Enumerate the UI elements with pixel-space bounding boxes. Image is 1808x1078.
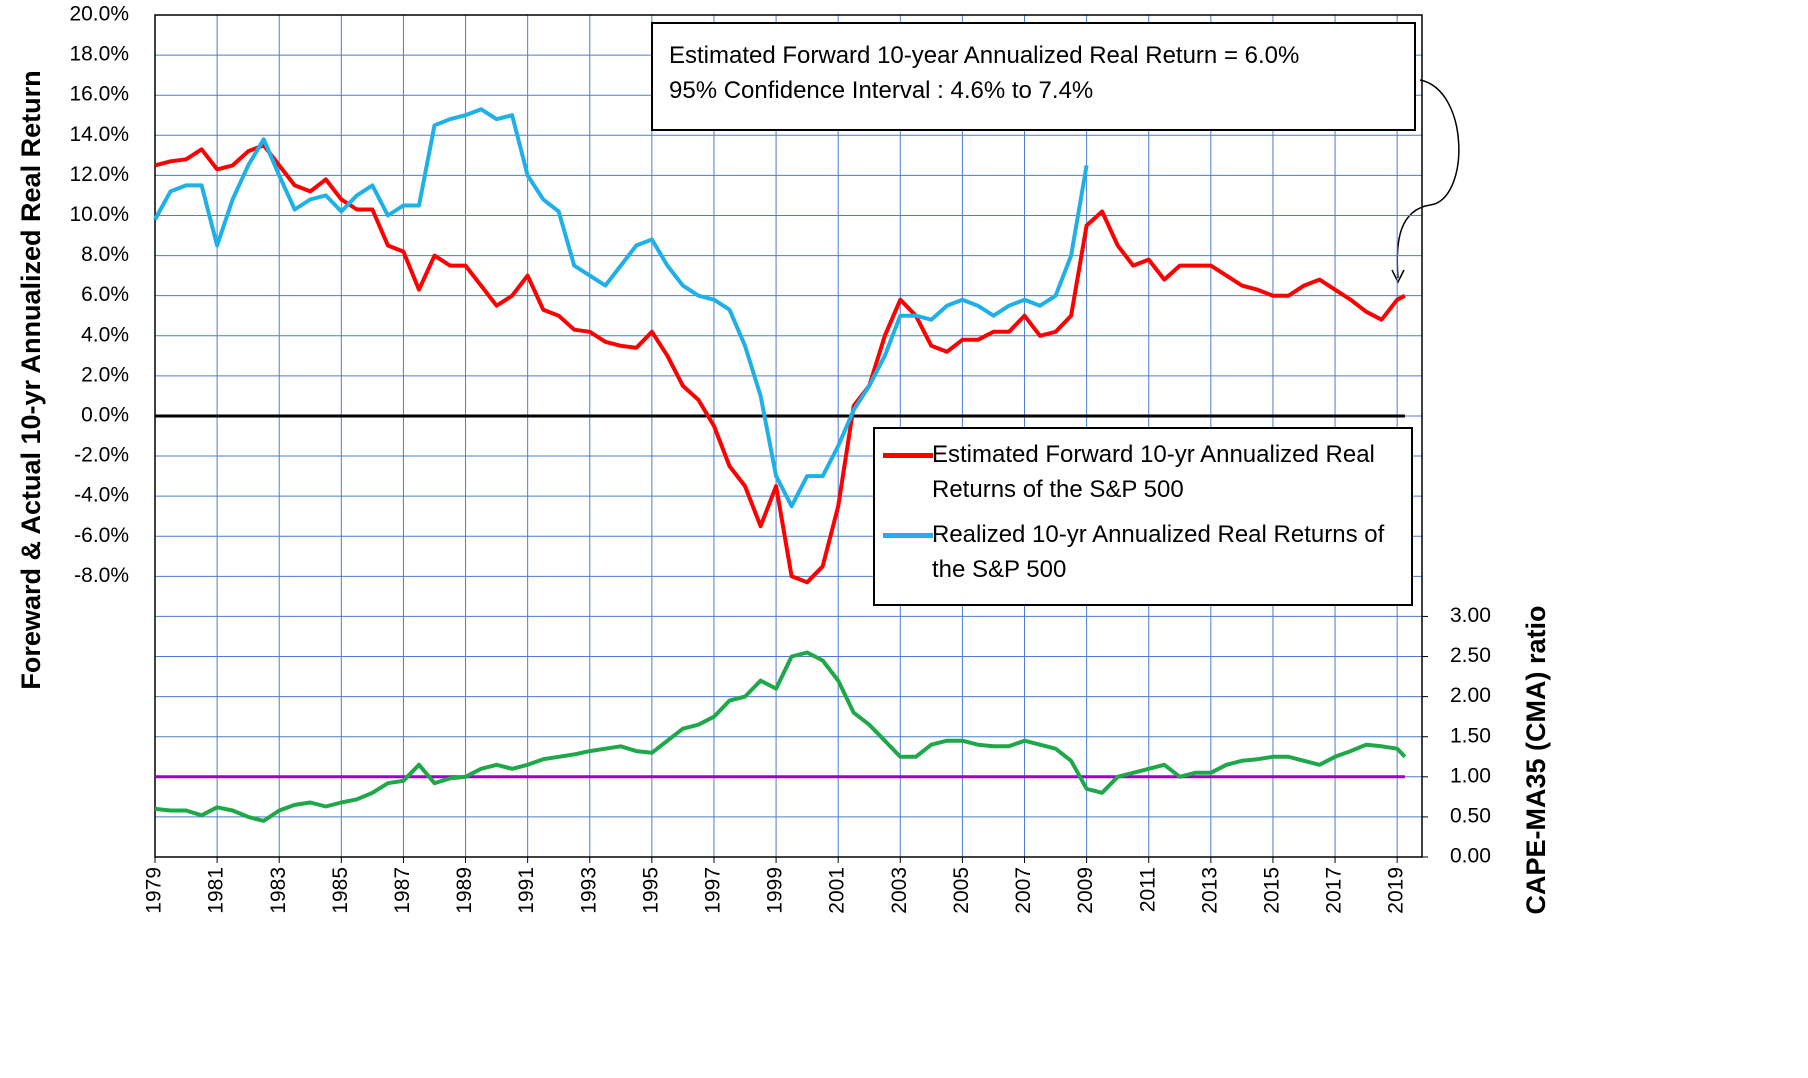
y2-tick-label: 0.50 [1450, 804, 1491, 827]
y-tick-label: 16.0% [69, 83, 129, 106]
series-line [154, 143, 1406, 585]
x-tick-label: 2017 [1323, 867, 1346, 914]
x-tick-label: 2001 [826, 867, 849, 914]
y-tick-label: -2.0% [74, 444, 129, 467]
y-tick-label: 10.0% [69, 203, 129, 226]
y-axis-title: Foreward & Actual 10-yr Annualized Real … [16, 70, 46, 689]
x-tick-label: 2013 [1198, 867, 1221, 914]
annotation: 95% Confidence Interval : 4.6% to 7.4% [669, 77, 1094, 104]
y-tick-label: 18.0% [69, 43, 129, 66]
arrow-head [1391, 269, 1405, 284]
y2-tick-label: 0.00 [1450, 845, 1491, 868]
legend-swatch [883, 453, 933, 458]
annotation-arrow [1396, 79, 1460, 279]
y2-tick-label: 1.00 [1450, 764, 1491, 787]
x-tick-label: 1999 [764, 867, 787, 914]
x-tick-label: 1981 [205, 867, 228, 914]
legend-label: Estimated Forward 10-yr Annualized Real … [932, 441, 1375, 503]
x-tick-label: 1985 [329, 867, 352, 914]
y2-axis-title: CAPE-MA35 (CMA) ratio [1521, 605, 1551, 914]
x-tick-label: 1997 [702, 867, 725, 914]
y2-tick-label: 3.00 [1450, 604, 1491, 627]
y-tick-label: 2.0% [81, 363, 129, 386]
annotation: Estimated Forward 10-year Annualized Rea… [669, 42, 1300, 69]
legend-label: Realized 10-yr Annualized Real Returns o… [932, 521, 1385, 583]
y-tick-label: -4.0% [74, 484, 129, 507]
x-tick-label: 2007 [1012, 867, 1035, 914]
x-tick-label: 2009 [1074, 867, 1097, 914]
x-tick-label: 1993 [577, 867, 600, 914]
y-tick-label: 20.0% [69, 3, 129, 26]
x-tick-label: 1987 [391, 867, 414, 914]
y-tick-label: 4.0% [81, 323, 129, 346]
y-tick-label: 6.0% [81, 283, 129, 306]
y2-tick-label: 2.50 [1450, 644, 1491, 667]
y-tick-label: 8.0% [81, 243, 129, 266]
y2-tick-label: 1.50 [1450, 724, 1491, 747]
legend: Estimated Forward 10-yr Annualized Real … [873, 427, 1413, 606]
x-tick-label: 1989 [453, 867, 476, 914]
x-tick-label: 1995 [639, 867, 662, 914]
y-tick-label: -6.0% [74, 524, 129, 547]
y-tick-label: 14.0% [69, 123, 129, 146]
x-tick-label: 1991 [515, 867, 538, 914]
series-line [154, 650, 1407, 823]
y-tick-label: -8.0% [74, 564, 129, 587]
x-tick-label: 2003 [888, 867, 911, 914]
x-tick-label: 1979 [143, 867, 166, 914]
y-tick-label: 0.0% [81, 403, 129, 426]
y2-tick-label: 2.00 [1450, 684, 1491, 707]
legend-entry: Realized 10-yr Annualized Real Returns o… [875, 517, 1407, 587]
legend-swatch [883, 533, 933, 538]
series-line [153, 107, 1089, 509]
y-tick-label: 12.0% [69, 163, 129, 186]
x-tick-label: 2019 [1385, 867, 1408, 914]
plot-frame [154, 14, 1423, 858]
annotation-box: Estimated Forward 10-year Annualized Rea… [651, 22, 1416, 131]
x-tick-label: 1983 [267, 867, 290, 914]
x-tick-label: 2015 [1260, 867, 1283, 914]
legend-entry: Estimated Forward 10-yr Annualized Real … [875, 437, 1407, 507]
x-tick-label: 2011 [1136, 867, 1159, 912]
x-tick-label: 2005 [950, 867, 973, 914]
